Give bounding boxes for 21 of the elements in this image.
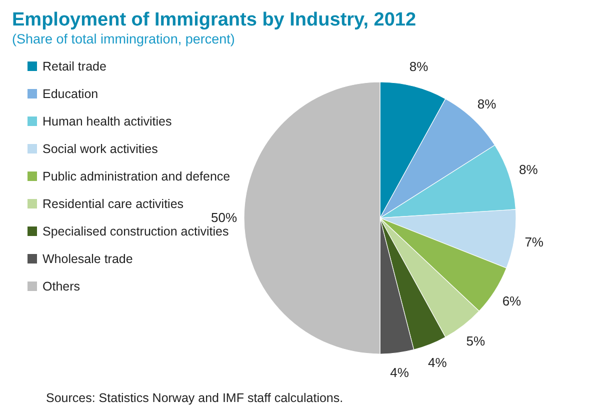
legend-label: Social work activities xyxy=(42,142,158,156)
data-label: 7% xyxy=(524,234,544,250)
data-label: 8% xyxy=(477,96,497,112)
data-label: 8% xyxy=(518,162,538,177)
data-label: 5% xyxy=(466,333,486,348)
source-note: Sources: Statistics Norway and IMF staff calculations. xyxy=(46,391,344,405)
legend-label: Human health activities xyxy=(42,114,172,128)
legend-label: Education xyxy=(42,86,98,101)
legend-label: Specialised construction activities xyxy=(42,224,229,238)
data-label: 4% xyxy=(428,355,448,370)
legend-label: Others xyxy=(42,279,80,294)
data-label: 6% xyxy=(502,294,522,309)
legend-label: Public administration and defence xyxy=(42,169,230,184)
legend-label: Wholesale trade xyxy=(42,252,133,266)
data-label: 4% xyxy=(390,364,410,380)
legend-label: Residential care activities xyxy=(42,196,184,211)
data-label: 50% xyxy=(210,210,238,225)
legend-label: Retail trade xyxy=(42,59,106,74)
chart-subtitle: (Share of total immingration, percent) xyxy=(12,32,235,46)
chart-title: Employment of Immigrants by Industry, 2012 xyxy=(12,10,416,30)
data-label: 8% xyxy=(409,58,429,74)
